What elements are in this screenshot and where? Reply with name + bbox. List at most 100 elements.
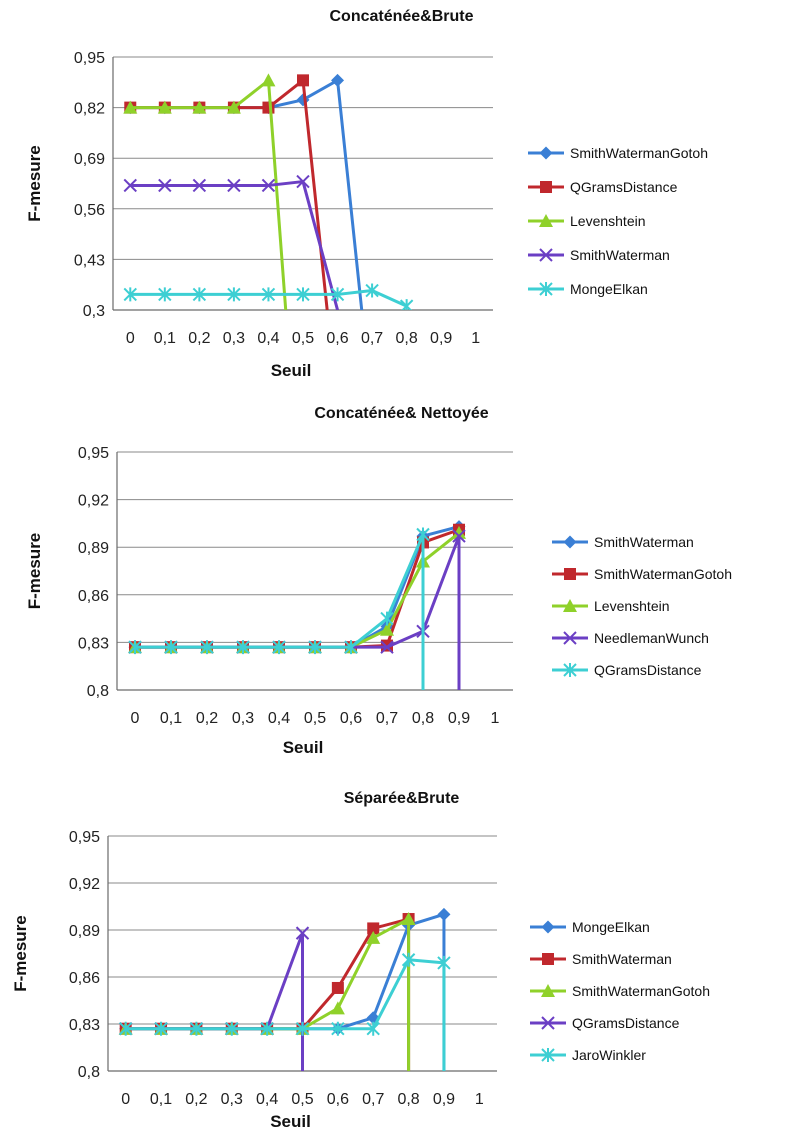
data-point [380, 611, 394, 626]
data-point [296, 287, 310, 302]
x-tick-label: 0,2 [188, 330, 210, 347]
chart-title: Concaténée&Brute [329, 8, 474, 25]
legend-label: JaroWinkler [572, 1047, 646, 1063]
data-point [330, 287, 345, 302]
x-tick-label: 0,1 [154, 330, 176, 347]
x-tick-label: 0,8 [412, 710, 434, 727]
legend-label: NeedlemanWunch [594, 630, 709, 646]
legend-item: QGramsDistance [530, 1015, 680, 1031]
legend-item: QGramsDistance [528, 179, 678, 195]
series-MongeElkan [123, 283, 414, 310]
y-tick-label: 0,86 [78, 588, 109, 605]
x-tick-label: 0,9 [433, 1091, 455, 1108]
y-axis-title: F-mesure [11, 915, 30, 992]
legend-item: SmithWaterman [530, 951, 672, 967]
legend-marker [563, 663, 577, 677]
x-tick-label: 0,7 [376, 710, 398, 727]
data-point [330, 1001, 345, 1015]
legend-label: Levenshtein [570, 213, 646, 229]
data-point [366, 930, 381, 944]
x-tick-label: 0,6 [327, 1091, 349, 1108]
data-point [260, 1021, 274, 1036]
series-QGramsDistance [118, 926, 310, 1071]
series-JaroWinkler [118, 952, 451, 1071]
legend-item: MongeElkan [528, 281, 648, 297]
x-tick-label: 0,6 [326, 330, 348, 347]
x-tick-label: 0,5 [291, 1091, 313, 1108]
series-Levenshtein [123, 73, 288, 310]
data-point [227, 178, 241, 193]
chart-title: Concaténée& Nettoyée [314, 405, 489, 422]
legend-marker [539, 282, 553, 296]
x-tick-label: 0,4 [257, 330, 279, 347]
y-axis-title: F-mesure [25, 145, 44, 222]
chart-concatenee-nettoyee: Concaténée& Nettoyée 0,8 0,83 0,86 0,89 0,92… [0, 395, 803, 770]
data-point [123, 287, 137, 302]
y-tick-label: 0,69 [74, 151, 105, 168]
data-point [401, 912, 416, 926]
data-point [192, 100, 207, 114]
data-point [380, 640, 394, 654]
legend-item: SmithWatermanGotoh [530, 983, 710, 999]
y-tick-label: 0,8 [87, 683, 109, 700]
y-tick-label: 0,92 [78, 493, 109, 510]
legend-label: MongeElkan [570, 281, 648, 297]
legend-label: SmithWaterman [570, 247, 670, 263]
legend-label: SmithWatermanGotoh [570, 145, 708, 161]
legend-marker [541, 984, 555, 997]
data-point [236, 640, 250, 655]
data-point [331, 981, 344, 994]
data-point [416, 527, 430, 542]
x-tick-label: 1 [475, 1091, 484, 1108]
x-tick-label: 0,4 [256, 1091, 278, 1108]
legend-label: QGramsDistance [570, 179, 678, 195]
x-axis-title: Seuil [283, 738, 324, 757]
legend-marker [541, 1048, 555, 1062]
data-point [365, 283, 379, 298]
data-point [401, 952, 416, 967]
data-point [189, 1021, 204, 1036]
series-SmithWaterman [123, 174, 339, 310]
x-tick-label: 0,7 [362, 1091, 384, 1108]
data-point [123, 100, 138, 114]
legend-item: MongeElkan [530, 919, 650, 935]
x-tick-label: 0,9 [430, 330, 452, 347]
data-point [331, 1021, 345, 1036]
x-tick-label: 0,1 [160, 710, 182, 727]
x-tick-label: 0 [121, 1091, 130, 1108]
legend-marker [563, 535, 577, 549]
data-point [297, 74, 309, 87]
x-tick-label: 0,3 [223, 330, 245, 347]
data-point [437, 955, 451, 970]
data-point [118, 1021, 133, 1036]
legend-label: MongeElkan [572, 919, 650, 935]
data-point [164, 640, 178, 655]
x-tick-label: 0,2 [185, 1091, 207, 1108]
x-tick-label: 0,3 [232, 710, 254, 727]
y-tick-label: 0,8 [78, 1064, 100, 1081]
data-point [192, 287, 207, 302]
data-point [261, 287, 276, 302]
series-MongeElkan [119, 907, 451, 1071]
line-chart-concatenee-brute: 0,3 0,43 0,56 0,69 0,82 0,95 0 0,1 0,2 0,3 0,4 0,5 0… [25, 50, 708, 380]
x-tick-label: 0,6 [340, 710, 362, 727]
data-point [296, 174, 310, 189]
data-point [158, 287, 172, 302]
series-line [125, 958, 446, 1071]
x-tick-label: 0 [126, 330, 135, 347]
x-axis-title: Seuil [270, 1112, 311, 1131]
legend-label: SmithWaterman [594, 534, 694, 550]
data-point [308, 640, 322, 655]
data-point [261, 178, 276, 193]
x-tick-label: 0,7 [361, 330, 383, 347]
legend-marker [563, 631, 577, 645]
legend-label: SmithWatermanGotoh [572, 983, 710, 999]
series-line [135, 531, 460, 649]
legend-marker [542, 953, 554, 965]
legend-marker [541, 920, 555, 934]
data-point [192, 178, 207, 193]
data-point [226, 100, 241, 114]
series-line [130, 78, 288, 310]
legend-label: SmithWaterman [572, 951, 672, 967]
data-point [452, 525, 466, 539]
